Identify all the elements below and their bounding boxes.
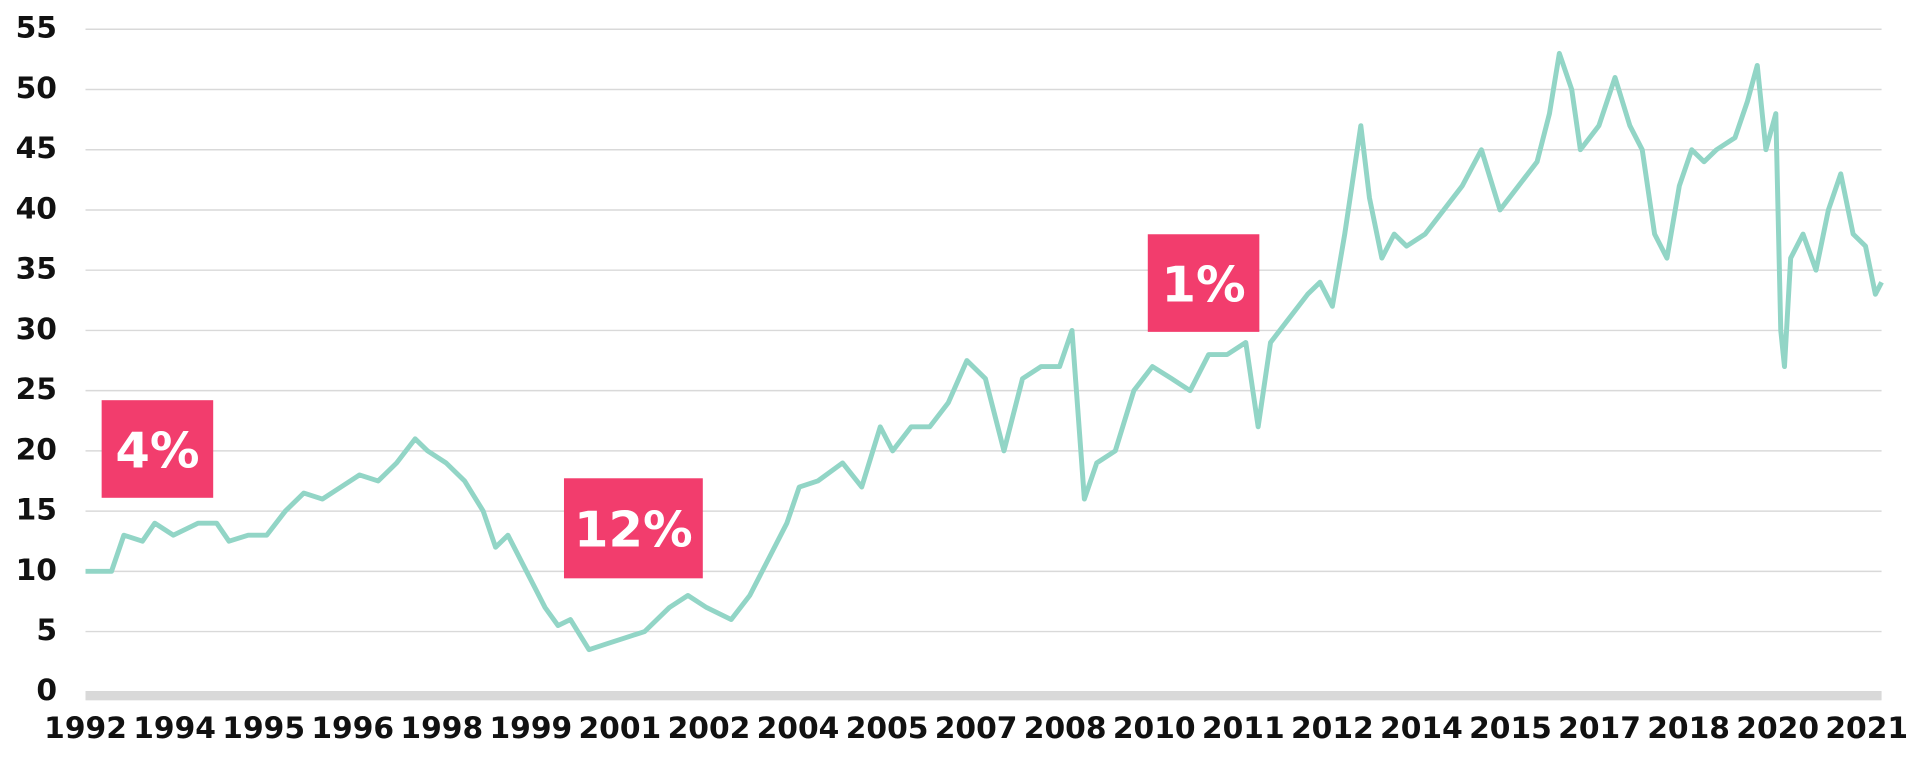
y-tick-label: 15 [16, 493, 57, 527]
x-tick-label: 1994 [133, 711, 216, 745]
annotation-box [101, 400, 214, 498]
x-tick-label: 2011 [1202, 711, 1285, 745]
x-tick-label: 1999 [489, 711, 572, 745]
x-tick-label: 1992 [44, 711, 127, 745]
x-tick-label: 2004 [757, 711, 840, 745]
annotation: 4% [115, 422, 199, 480]
y-tick-label: 25 [16, 372, 57, 406]
x-tick-label: 2012 [1291, 711, 1374, 745]
annotation: 12% [574, 501, 693, 559]
annotation: 1% [1161, 256, 1245, 314]
y-tick-label: 45 [16, 131, 57, 165]
y-tick-label: 30 [16, 312, 57, 346]
y-tick-label: 40 [16, 192, 57, 226]
x-tick-label: 2017 [1558, 711, 1641, 745]
annotation-box [563, 478, 703, 579]
x-tick-label: 1998 [400, 711, 483, 745]
y-tick-label: 55 [16, 11, 57, 45]
x-tick-label: 2020 [1736, 711, 1819, 745]
line [85, 50, 1884, 653]
x-tick-label: 2021 [1825, 711, 1908, 745]
x-tick-label: 2002 [668, 711, 751, 745]
x-tick-label: 2001 [579, 711, 662, 745]
y-tick-label: 35 [16, 252, 57, 286]
x-tick-label: 2010 [1113, 711, 1196, 745]
x-tick-label: 2007 [935, 711, 1018, 745]
x-tick-label: 2015 [1469, 711, 1552, 745]
y-tick-label: 50 [16, 71, 57, 105]
x-tick-label: 1996 [311, 711, 394, 745]
y-tick-label: 0 [36, 673, 57, 707]
x-tick-label: 2014 [1380, 711, 1463, 745]
y-tick-label: 10 [16, 553, 57, 587]
x-tick-label: 2008 [1024, 711, 1107, 745]
x-tick-label: 1995 [222, 711, 305, 745]
x-tick-label: 2018 [1647, 711, 1730, 745]
x-axis [85, 691, 1882, 701]
y-tick-label: 5 [36, 613, 57, 647]
x-tick-label: 2005 [846, 711, 929, 745]
annotation-box [1147, 234, 1260, 332]
y-tick-label: 20 [16, 433, 57, 467]
